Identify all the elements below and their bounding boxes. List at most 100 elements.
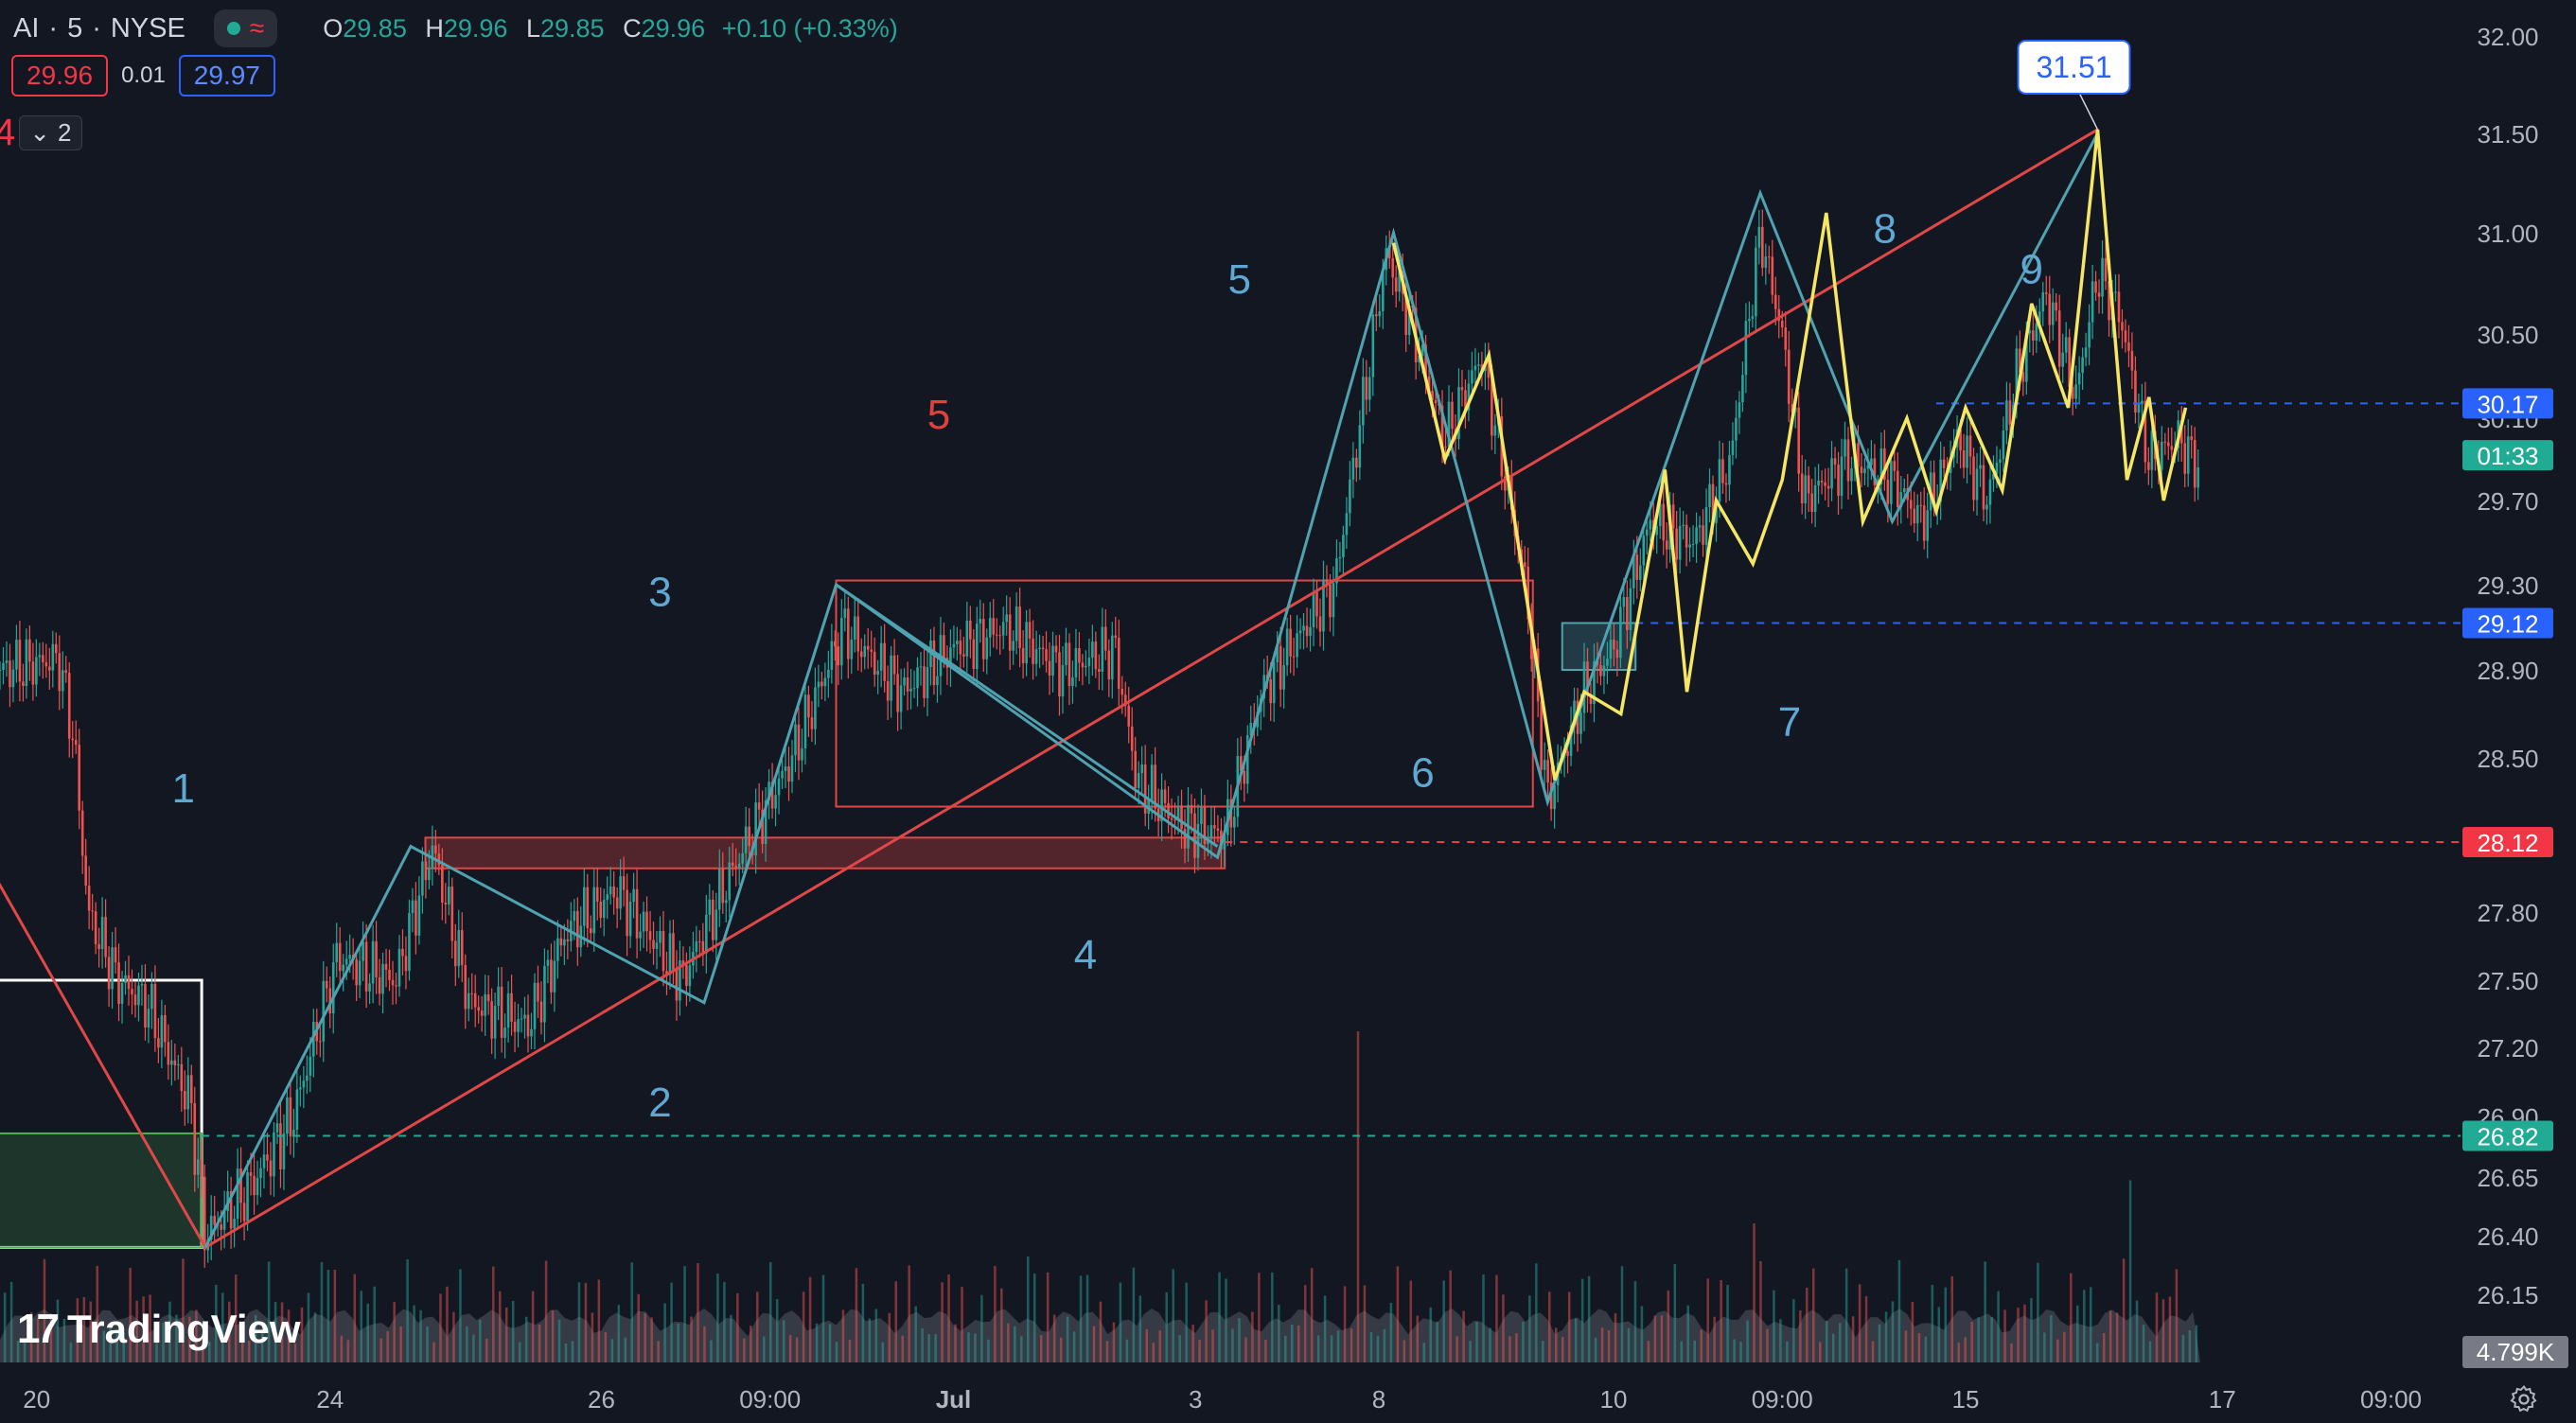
candle-body [1622, 597, 1626, 607]
callout-box[interactable] [2017, 39, 2131, 95]
candle-body [679, 960, 681, 1001]
candle-body [1810, 493, 1813, 512]
volume-bar [1878, 1324, 1881, 1362]
candle-body [1451, 401, 1454, 430]
zone-box-red-outline[interactable] [835, 579, 1534, 808]
candle-body [992, 618, 996, 635]
candle-body [1671, 504, 1675, 529]
candle-body [807, 694, 810, 718]
volume-bar [1627, 1327, 1631, 1362]
volume-bar [2010, 1343, 2013, 1362]
volume-bar [987, 1339, 990, 1362]
candle-body [2, 662, 5, 670]
candle-body [592, 887, 596, 934]
interval-label[interactable]: 5 [67, 12, 83, 44]
volume-bar [1198, 1340, 1201, 1362]
volume-bar [1897, 1259, 1901, 1362]
volume-bar [1944, 1287, 1948, 1362]
volume-bar [2043, 1332, 2046, 1362]
candle-body [1025, 622, 1028, 664]
candle-body [460, 930, 464, 965]
candle-body [1642, 536, 1646, 566]
volume-bar [432, 1342, 435, 1362]
volume-bar [1310, 1268, 1314, 1362]
buy-button[interactable]: 29.97 [178, 55, 275, 97]
candle-body [936, 676, 939, 686]
candle-body [1702, 525, 1704, 545]
candle-body [803, 694, 807, 749]
indicator-collapse-button[interactable]: ⌄ 2 [19, 115, 82, 150]
candle-body [236, 1168, 239, 1220]
candle-body [1738, 402, 1741, 418]
candle-body [1276, 645, 1279, 662]
volume-bar [1119, 1282, 1122, 1362]
volume-bar [162, 1322, 165, 1362]
market-status-pill[interactable]: ≈ [213, 9, 278, 47]
candle-body [1844, 439, 1846, 457]
volume-bar [703, 1326, 706, 1362]
volume-bar [406, 1258, 409, 1362]
sell-button[interactable]: 29.96 [11, 55, 109, 97]
candle-body [184, 1091, 186, 1110]
price-tick-label: 27.20 [2477, 1034, 2538, 1063]
volume-bar [1977, 1317, 1980, 1362]
volume-bar [1838, 1323, 1842, 1362]
candle-body [1840, 456, 1844, 496]
volume-bar [624, 1337, 627, 1362]
candle-body [2121, 322, 2124, 331]
candle-body [892, 655, 896, 675]
candle-body [1424, 344, 1427, 377]
volume-bar [1812, 1268, 1815, 1362]
volume-bar [1442, 1280, 1445, 1362]
volume-bar [710, 1340, 713, 1362]
zone-box-green-filled[interactable] [0, 1132, 203, 1249]
candle-body [1913, 508, 1916, 524]
candle-body [1751, 316, 1755, 319]
candle-body [1464, 390, 1467, 411]
candle-body [84, 855, 87, 887]
candle-body [279, 1123, 282, 1169]
zone-box-red-filled[interactable] [424, 836, 1226, 870]
candle-body [685, 964, 688, 987]
volume-bar [1218, 1272, 1221, 1362]
volume-bar [1291, 1324, 1294, 1362]
candle-body [150, 983, 153, 1010]
candle-body [1658, 503, 1662, 527]
candle-body [153, 983, 157, 1039]
candle-body [1041, 647, 1045, 650]
volume-bar [149, 1294, 151, 1362]
gear-icon[interactable] [2508, 1383, 2540, 1415]
candle-body [411, 900, 415, 914]
candle-body [1471, 370, 1473, 384]
zone-box-teal-filled[interactable] [1561, 622, 1637, 671]
volume-bar [564, 1343, 568, 1362]
candle-body [457, 930, 461, 967]
candle-body [2144, 400, 2147, 463]
candle-body [1902, 488, 1906, 493]
candle-body [2015, 348, 2019, 406]
volume-bar [353, 1274, 357, 1362]
symbol-name[interactable]: AI [13, 12, 40, 44]
time-tick-label: 10 [1600, 1385, 1628, 1414]
candle-body [850, 639, 854, 659]
candle-body [1160, 789, 1163, 821]
candle-body [1078, 648, 1081, 663]
candle-body [2161, 441, 2163, 470]
candle-body [1176, 805, 1180, 821]
tradingview-logo[interactable]: 17 TradingView [17, 1306, 301, 1353]
candle-body [1645, 529, 1649, 536]
candle-body [249, 1172, 253, 1176]
price-tick-label: 26.15 [2477, 1281, 2538, 1309]
volume-bar [485, 1338, 488, 1362]
candle-body [1988, 479, 1992, 505]
volume-bar [2168, 1296, 2172, 1362]
volume-bar [466, 1326, 468, 1362]
candle-body [1926, 510, 1929, 541]
candle-body [1655, 526, 1659, 536]
candle-body [1543, 760, 1546, 770]
candle-body [2019, 348, 2021, 373]
candle-body [500, 986, 503, 1038]
wave-label-8: 8 [1874, 206, 1897, 253]
volume-bar [868, 1318, 872, 1362]
